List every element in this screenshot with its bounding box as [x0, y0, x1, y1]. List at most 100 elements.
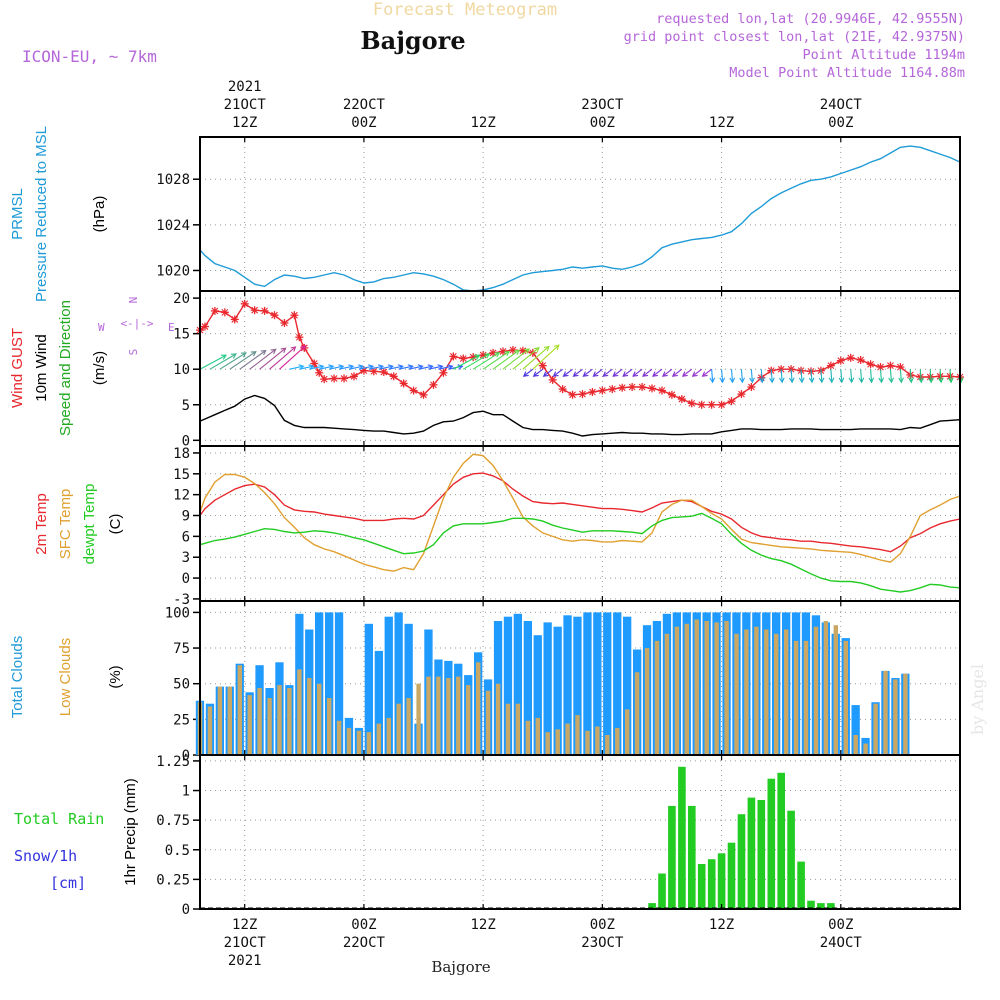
gust-marker [558, 385, 567, 394]
temperature-panel: -3 0 3 6 9 12 15 18 [173, 445, 961, 608]
time-label: 12Z [709, 917, 734, 933]
panel-frame [199, 754, 961, 910]
rain-bar [688, 805, 696, 909]
wind-direction-arrow [453, 354, 481, 370]
total-cloud-bar [603, 612, 612, 755]
y-tick-label: 15 [173, 327, 190, 343]
gust-marker [508, 346, 517, 355]
precip-axis-label: 1hr Precip (mm) [122, 778, 139, 886]
wind-direction-arrow [858, 369, 865, 384]
wind-direction-arrow [562, 368, 573, 377]
compass-arrows: <-|-> [120, 317, 153, 330]
precip-legend-entry: Total Rain [14, 810, 104, 828]
gust-marker [578, 390, 587, 399]
low-cloud-bar [654, 640, 660, 755]
gust-marker [667, 390, 676, 399]
low-cloud-bar [704, 621, 709, 755]
gust-marker [295, 333, 304, 342]
gust-marker [330, 374, 339, 383]
title-faded: Forecast Meteogram [373, 0, 557, 20]
time-label: 00Z [828, 917, 853, 933]
wind-direction-arrow [279, 345, 307, 370]
gust-marker [866, 360, 875, 369]
low-cloud-bar [555, 729, 560, 755]
total-cloud-bar [334, 612, 344, 755]
low-cloud-bar [734, 633, 739, 755]
time-label: 12Z [709, 115, 734, 131]
pressure-axis-label: (hPa) [91, 196, 108, 233]
total-cloud-bar [623, 616, 632, 755]
wind-direction-arrow [928, 369, 934, 384]
wind-direction-arrow [259, 347, 287, 370]
time-label: 00Z [351, 115, 376, 131]
low-cloud-bar [267, 698, 272, 755]
low-cloud-bar [754, 626, 759, 755]
y-tick-label: 0.5 [165, 843, 190, 859]
precip-legend-entry: Snow/1h [14, 847, 77, 865]
gust-marker [826, 361, 835, 370]
total-cloud-bar [384, 616, 393, 755]
gust-marker [687, 399, 696, 408]
total-cloud-bar [394, 612, 403, 755]
low-cloud-bar [217, 686, 223, 755]
total-cloud-bar [543, 622, 552, 755]
wind-direction-arrow [838, 369, 845, 384]
y-tick-label: 3 [182, 550, 190, 566]
wind-direction-arrow [622, 368, 633, 377]
series-line-dewpt-temp [199, 512, 961, 593]
low-cloud-bar [674, 626, 680, 755]
y-tick-label: 0 [182, 902, 190, 918]
gust-marker [707, 400, 716, 409]
total-cloud-bar [573, 616, 582, 755]
wind-panel: 0 5 10 15 20 [173, 290, 964, 449]
total-cloud-bar [374, 650, 383, 755]
low-cloud-bar [803, 640, 809, 755]
low-cloud-bar [575, 715, 580, 755]
time-label: 21OCT [224, 97, 267, 113]
wind-direction-arrow [681, 368, 693, 377]
gust-marker [836, 356, 845, 365]
low-cloud-bar [336, 720, 342, 755]
bottom-time-axis: 12Z 21OCT 2021 00Z 22OCT 12Z 00Z 23OCT 12Z 00Z 24O… [224, 917, 863, 969]
compass-east: E [168, 321, 175, 334]
rain-bar [787, 810, 795, 909]
gust-marker [747, 382, 756, 391]
gust-marker [727, 397, 736, 406]
low-cloud-bar [545, 732, 550, 755]
low-cloud-bar [744, 629, 749, 755]
wind-direction-arrow [691, 368, 703, 377]
wind-direction-arrow [642, 368, 653, 377]
time-label: 24OCT [820, 97, 863, 113]
gust-marker [439, 368, 448, 377]
gust-marker [429, 380, 438, 389]
gust-marker [320, 375, 329, 384]
pressure-axis-label: PRMSL [9, 188, 26, 240]
time-label: 00Z [828, 115, 853, 131]
wind-direction-arrow [818, 369, 825, 384]
wind-direction-arrow [269, 346, 297, 370]
low-cloud-bar [466, 685, 471, 755]
gust-marker [856, 355, 865, 364]
model-altitude: Model Point Altitude 1164.88m [729, 65, 965, 81]
wind-direction-arrow [898, 369, 904, 384]
low-cloud-bar [456, 676, 461, 755]
low-cloud-bar [485, 690, 491, 755]
gust-marker [459, 354, 468, 363]
total-cloud-bar [503, 616, 513, 755]
wind-direction-arrow [532, 344, 560, 370]
wind-direction-arrow [219, 352, 247, 370]
wind-direction-arrow [719, 369, 726, 384]
precip-legend-entry: [cm] [50, 874, 86, 892]
gust-marker [250, 306, 259, 315]
gust-marker [349, 372, 358, 381]
wind-direction-arrow [602, 368, 613, 377]
y-tick-label: 10 [173, 362, 190, 378]
y-tick-label: 5 [182, 398, 190, 414]
low-cloud-bar [903, 673, 908, 755]
total-cloud-bar [851, 705, 860, 755]
y-tick-label: 0.25 [156, 872, 190, 888]
wind-direction-arrow [502, 348, 530, 370]
y-tick-label: 20 [173, 291, 190, 307]
series-line-10m-wind [199, 394, 961, 437]
gust-marker [638, 382, 647, 391]
